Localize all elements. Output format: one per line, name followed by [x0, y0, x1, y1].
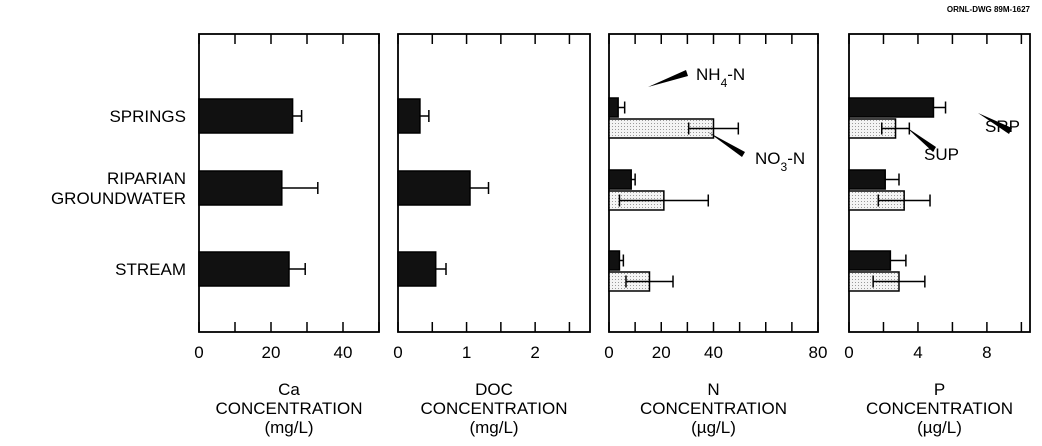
x-tick-label: 20	[262, 343, 281, 362]
bar	[397, 251, 437, 287]
x-tick-label: 1	[462, 343, 471, 362]
category-label: STREAM	[115, 260, 186, 279]
x-tick-label: 40	[704, 343, 723, 362]
x-tick-label: 0	[844, 343, 853, 362]
x-tick-label: 0	[194, 343, 203, 362]
annotation-pointer	[708, 132, 745, 157]
bar	[608, 97, 619, 118]
x-tick-label: 4	[913, 343, 922, 362]
x-tick-label: 20	[652, 343, 671, 362]
bar	[848, 250, 892, 271]
x-axis-label: P	[934, 380, 945, 399]
annotation-no3n: NO3-N	[755, 149, 805, 174]
bar	[608, 250, 621, 271]
annotation-nh4n: NH4-N	[696, 65, 745, 90]
x-axis-label: (µg/L)	[691, 418, 736, 437]
annotation-pointer	[906, 127, 936, 152]
x-axis-label: CONCENTRATION	[640, 399, 787, 418]
annotation-pointer	[648, 70, 688, 87]
bar	[198, 251, 290, 287]
x-tick-label: 0	[604, 343, 613, 362]
category-label: GROUNDWATER	[51, 189, 186, 208]
annotation-sup: SUP	[924, 145, 959, 164]
x-axis-label: DOC	[475, 380, 513, 399]
x-tick-label: 40	[334, 343, 353, 362]
x-axis-label: (µg/L)	[917, 418, 962, 437]
bar	[848, 169, 886, 190]
x-axis-label: (mg/L)	[264, 418, 313, 437]
x-tick-label: 0	[393, 343, 402, 362]
drawing-id: ORNL-DWG 89M-1627	[947, 5, 1031, 14]
x-tick-label: 2	[530, 343, 539, 362]
annotation-pointer	[978, 113, 1012, 134]
x-axis-label: N	[707, 380, 719, 399]
x-axis-label: CONCENTRATION	[420, 399, 567, 418]
bar	[608, 169, 632, 190]
category-label: RIPARIAN	[107, 169, 186, 188]
x-axis-label: Ca	[278, 380, 300, 399]
category-label: SPRINGS	[109, 107, 186, 126]
bar	[198, 170, 283, 206]
bar	[397, 170, 471, 206]
x-axis-label: CONCENTRATION	[866, 399, 1013, 418]
annotation-srp: SRP	[985, 117, 1020, 136]
x-axis-label: (mg/L)	[469, 418, 518, 437]
bar	[848, 97, 935, 118]
bar	[198, 98, 294, 134]
bar	[397, 98, 421, 134]
x-axis-label: CONCENTRATION	[215, 399, 362, 418]
x-tick-label: 80	[809, 343, 828, 362]
x-tick-label: 8	[982, 343, 991, 362]
